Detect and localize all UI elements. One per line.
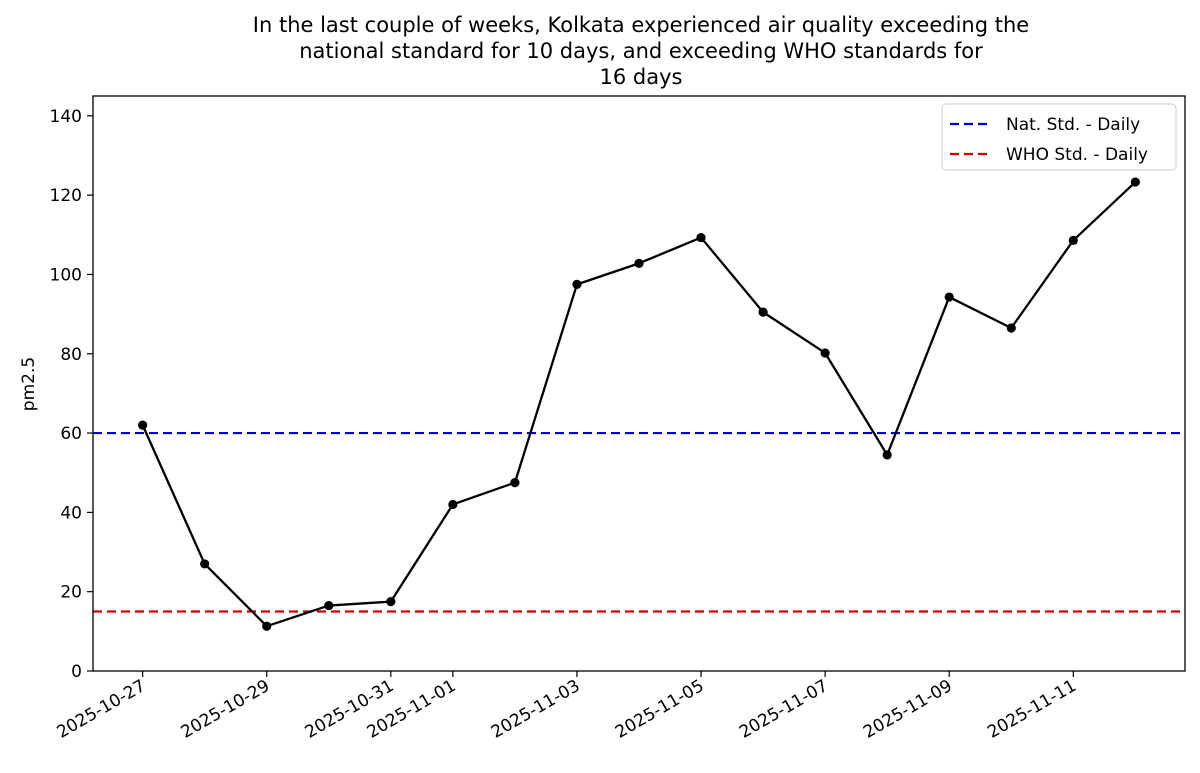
y-tick-label: 140 — [50, 107, 82, 127]
y-tick-label: 80 — [60, 345, 82, 365]
legend: Nat. Std. - Daily WHO Std. - Daily — [941, 103, 1177, 171]
data-point — [1006, 323, 1016, 333]
series-line — [141, 181, 1137, 628]
y-axis-label: pm2.5 — [19, 357, 39, 411]
reference-lines — [93, 431, 1185, 613]
plot-area-frame — [92, 95, 1186, 672]
x-tick-label: 2025-11-05 — [612, 676, 708, 743]
data-point — [324, 600, 334, 611]
data-point — [696, 232, 706, 243]
data-point — [1068, 235, 1078, 245]
y-tick-label: 60 — [60, 424, 82, 444]
y-tick-label: 20 — [60, 583, 82, 603]
data-point — [758, 307, 768, 317]
data-point — [262, 621, 272, 631]
data-point — [386, 597, 396, 607]
data-point — [138, 420, 148, 430]
y-tick-label: 100 — [50, 265, 82, 285]
legend-box — [941, 103, 1177, 171]
data-point — [572, 279, 582, 289]
chart-title-line-2: national standard for 10 days, and excee… — [299, 39, 983, 63]
data-point — [634, 258, 644, 268]
chart-title-line-3: 16 days — [599, 65, 683, 89]
data-point — [1130, 177, 1140, 187]
x-tick-label: 2025-11-11 — [984, 676, 1080, 743]
x-tick-label: 2025-10-27 — [54, 676, 150, 743]
x-tick-label: 2025-11-09 — [860, 676, 956, 743]
y-tick-label: 120 — [50, 186, 82, 206]
x-axis: 2025-10-27 2025-10-29 2025-10-312025-11-01… — [54, 671, 1080, 743]
data-point — [882, 450, 892, 460]
x-tick-label: 2025-11-07 — [736, 676, 832, 743]
data-point — [944, 292, 954, 302]
data-point — [200, 559, 210, 569]
data-point — [510, 478, 520, 488]
series-layer — [138, 177, 1140, 631]
chart-title-line-1: In the last couple of weeks, Kolkata exp… — [252, 13, 1030, 37]
y-axis: 0 20 40 60 80 100 120 140 — [50, 107, 93, 682]
legend-label: Nat. Std. - Daily — [1006, 115, 1140, 135]
data-point — [820, 348, 830, 358]
legend-label: WHO Std. - Daily — [1006, 145, 1148, 165]
y-tick-label: 40 — [60, 503, 82, 523]
data-point — [448, 499, 458, 510]
x-tick-label: 2025-10-29 — [178, 676, 274, 743]
chart-title: In the last couple of weeks, Kolkata exp… — [0, 12, 1200, 90]
x-tick-label: 2025-11-03 — [488, 676, 584, 743]
y-tick-label: 0 — [71, 662, 82, 682]
